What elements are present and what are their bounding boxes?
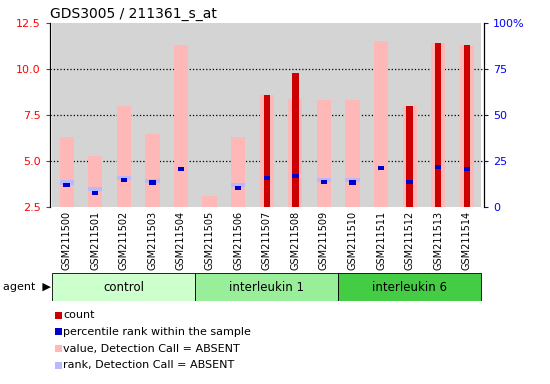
Bar bbox=[59, 180, 74, 184]
Bar bbox=[288, 99, 302, 207]
Bar bbox=[52, 23, 81, 207]
Bar bbox=[59, 137, 74, 207]
Bar bbox=[63, 183, 70, 187]
Bar bbox=[224, 23, 252, 207]
Bar bbox=[109, 23, 138, 207]
Bar bbox=[81, 23, 109, 207]
Bar bbox=[281, 23, 310, 207]
Bar bbox=[317, 178, 331, 182]
Text: GDS3005 / 211361_s_at: GDS3005 / 211361_s_at bbox=[50, 7, 216, 21]
Bar bbox=[52, 273, 195, 301]
Text: GSM211502: GSM211502 bbox=[119, 210, 129, 270]
Bar bbox=[145, 134, 160, 207]
Text: percentile rank within the sample: percentile rank within the sample bbox=[63, 327, 251, 337]
Bar bbox=[367, 23, 395, 207]
Text: control: control bbox=[103, 281, 144, 293]
Bar bbox=[338, 273, 481, 301]
Text: GSM211500: GSM211500 bbox=[62, 210, 72, 270]
Text: GSM211505: GSM211505 bbox=[205, 210, 214, 270]
Bar bbox=[321, 180, 327, 184]
Bar bbox=[292, 174, 299, 178]
Bar bbox=[149, 180, 156, 184]
Text: GSM211501: GSM211501 bbox=[90, 210, 100, 270]
Bar bbox=[317, 101, 331, 207]
Bar bbox=[231, 137, 245, 207]
Bar bbox=[435, 165, 442, 169]
Bar bbox=[167, 23, 195, 207]
Bar bbox=[263, 95, 270, 207]
Bar bbox=[464, 45, 470, 207]
Bar bbox=[292, 73, 299, 207]
Bar bbox=[235, 186, 241, 190]
Text: agent  ▶: agent ▶ bbox=[3, 282, 51, 292]
Bar bbox=[263, 176, 270, 180]
Bar bbox=[345, 178, 360, 182]
Bar bbox=[406, 106, 413, 207]
Bar bbox=[88, 187, 102, 191]
Bar bbox=[345, 101, 360, 207]
Text: GSM211512: GSM211512 bbox=[405, 210, 415, 270]
Bar bbox=[231, 183, 245, 187]
Text: GSM211504: GSM211504 bbox=[176, 210, 186, 270]
Bar bbox=[349, 180, 356, 184]
Bar bbox=[120, 178, 127, 182]
Bar bbox=[464, 167, 470, 170]
Text: GSM211508: GSM211508 bbox=[290, 210, 300, 270]
Bar bbox=[406, 180, 413, 184]
Text: GSM211511: GSM211511 bbox=[376, 210, 386, 270]
Bar bbox=[195, 23, 224, 207]
Bar bbox=[260, 95, 274, 207]
Bar bbox=[174, 45, 188, 207]
Text: GSM211507: GSM211507 bbox=[262, 210, 272, 270]
Text: GSM211514: GSM211514 bbox=[462, 210, 472, 270]
Text: count: count bbox=[63, 310, 95, 320]
Bar bbox=[145, 179, 160, 183]
Bar bbox=[378, 166, 384, 170]
Text: interleukin 6: interleukin 6 bbox=[372, 281, 447, 293]
Bar bbox=[117, 176, 131, 180]
Bar bbox=[435, 43, 442, 207]
Bar bbox=[195, 273, 338, 301]
Text: GSM211509: GSM211509 bbox=[319, 210, 329, 270]
Text: GSM211506: GSM211506 bbox=[233, 210, 243, 270]
Bar bbox=[310, 23, 338, 207]
Bar bbox=[138, 23, 167, 207]
Bar bbox=[252, 23, 281, 207]
Bar bbox=[338, 23, 367, 207]
Text: interleukin 1: interleukin 1 bbox=[229, 281, 304, 293]
Text: GSM211503: GSM211503 bbox=[147, 210, 157, 270]
Bar bbox=[424, 23, 453, 207]
Bar bbox=[453, 23, 481, 207]
Text: GSM211510: GSM211510 bbox=[348, 210, 358, 270]
Bar bbox=[202, 196, 217, 207]
Bar bbox=[88, 156, 102, 207]
Bar bbox=[374, 41, 388, 207]
Text: rank, Detection Call = ABSENT: rank, Detection Call = ABSENT bbox=[63, 360, 235, 370]
Bar bbox=[395, 23, 424, 207]
Text: value, Detection Call = ABSENT: value, Detection Call = ABSENT bbox=[63, 344, 240, 354]
Bar bbox=[431, 43, 446, 207]
Bar bbox=[403, 106, 417, 207]
Bar bbox=[92, 190, 98, 195]
Bar bbox=[460, 45, 474, 207]
Bar bbox=[178, 167, 184, 170]
Text: GSM211513: GSM211513 bbox=[433, 210, 443, 270]
Bar bbox=[117, 106, 131, 207]
